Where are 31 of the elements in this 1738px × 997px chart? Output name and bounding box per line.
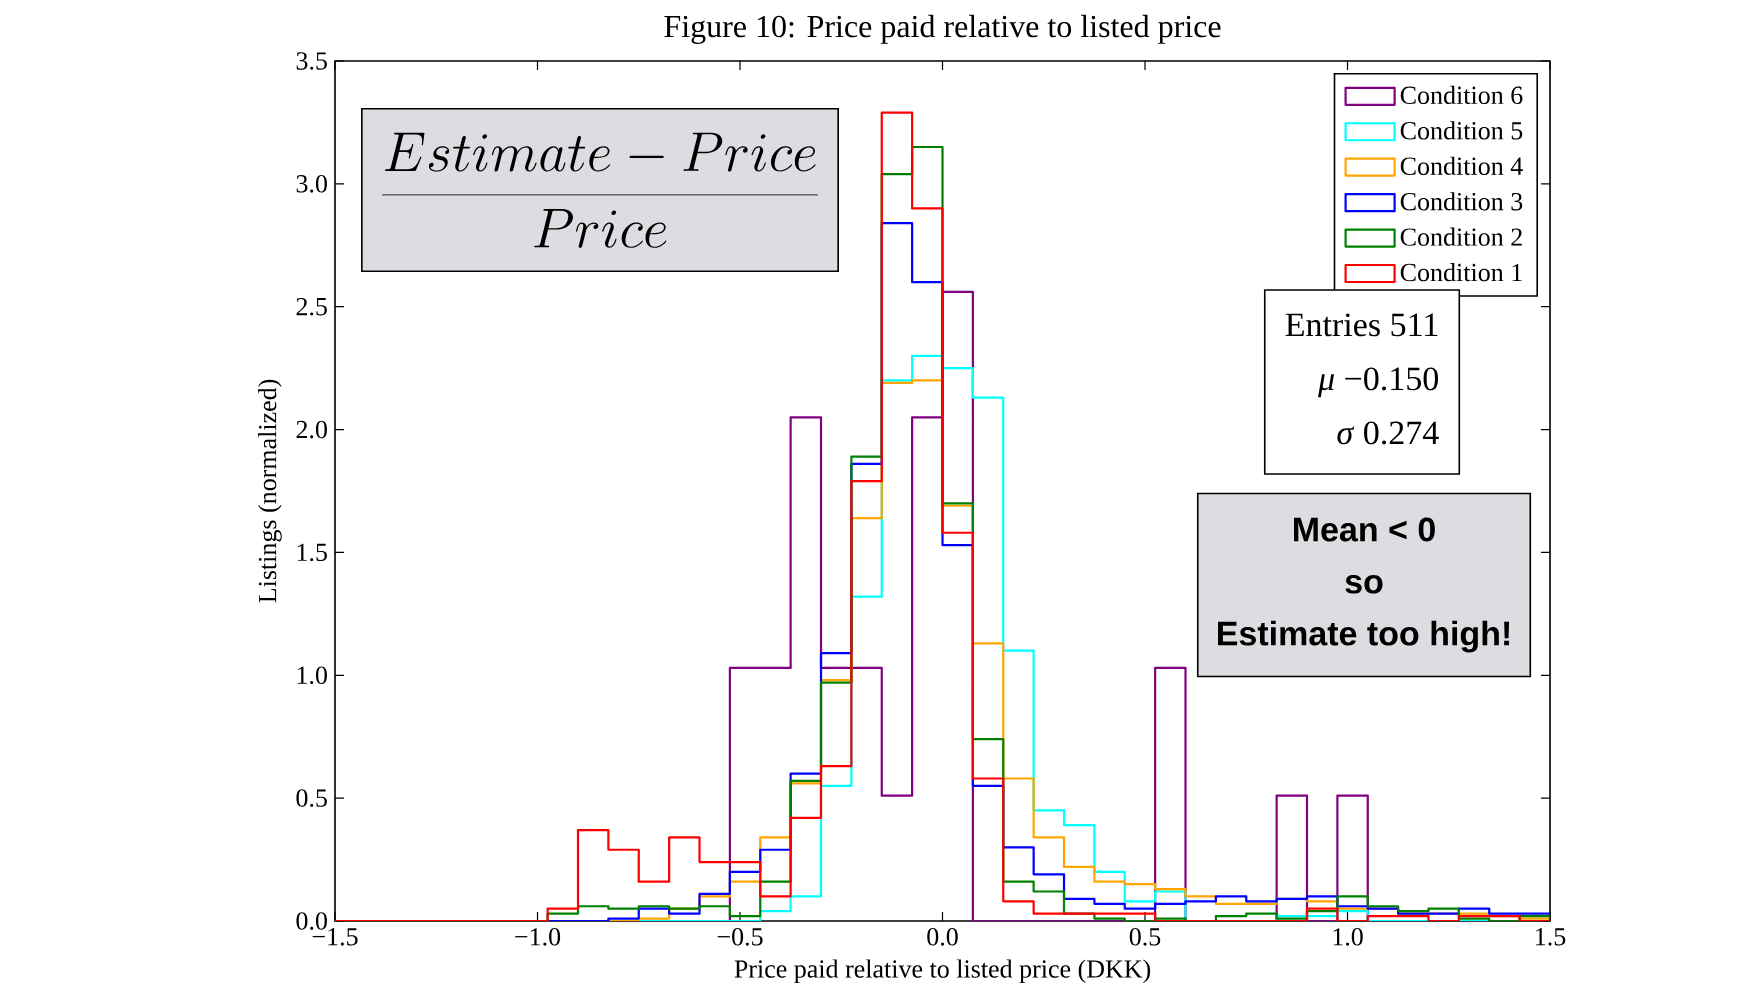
annotation: Estimate too high! (1218, 620, 1510, 653)
legend-label: Condition 5 (1400, 121, 1523, 140)
annotation: Entries 511 (1285, 313, 1438, 337)
legend-label: Condition 2 (1400, 227, 1522, 246)
annotation: $\frac{Estimate - Price}{Price}$ (382, 132, 818, 248)
y-tick-label: 3.5 (296, 52, 327, 70)
x-tick-label: 1.0 (1333, 928, 1363, 946)
y-tick-label: 1.5 (297, 543, 327, 562)
x-tick-label: −1.0 (515, 928, 561, 946)
y-axis-title: Listings (normalized) (258, 379, 282, 603)
x-tick-label: 1.5 (1536, 928, 1566, 946)
y-tick-label: 2.5 (296, 297, 327, 316)
x-axis-title: Price paid relative to listed price (DKK) (734, 959, 1151, 984)
legend-label: Condition 1 (1400, 263, 1522, 282)
chart-title: Figure 10: Price paid relative to listed price (664, 14, 1221, 44)
y-tick-label: 0.5 (296, 789, 327, 807)
legend-label: Condition 3 (1400, 192, 1523, 211)
y-tick-label: 3.0 (296, 175, 327, 193)
y-tick-label: 1.0 (297, 666, 327, 685)
x-tick-label: 0.5 (1129, 928, 1161, 946)
legend-label: Condition 6 (1400, 85, 1523, 105)
x-tick-label: −0.5 (717, 928, 763, 946)
annotation: σ 0.274 (1337, 421, 1439, 445)
y-tick-label: 0.0 (296, 912, 327, 930)
x-tick-label: −1.5 (312, 928, 358, 946)
x-tick-label: 0.0 (927, 928, 958, 946)
legend-label: Condition 4 (1400, 156, 1523, 175)
annotation: Mean < 0 (1294, 517, 1435, 542)
annotation: so (1345, 574, 1383, 594)
annotation: μ −0.150 (1318, 367, 1439, 398)
y-tick-label: 2.0 (296, 420, 327, 439)
